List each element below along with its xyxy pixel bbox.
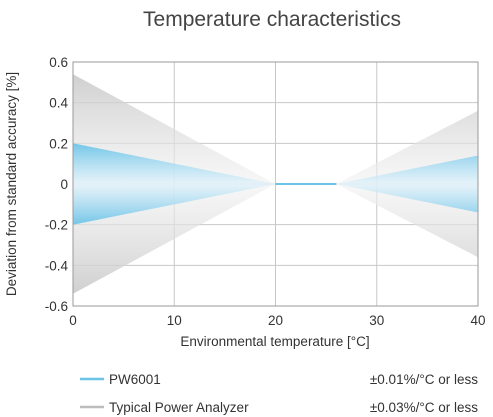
y-tick-label: -0.2 [45, 218, 68, 233]
pw6001-upper-band [73, 143, 478, 184]
pw6001-lower-band [73, 184, 478, 225]
y-tick-label: 0.4 [49, 96, 68, 111]
plot-areas [73, 74, 478, 294]
legend-note-pw6001: ±0.01%/°C or less [370, 372, 478, 387]
plot-frame [72, 61, 479, 307]
y-tick-label: 0 [60, 177, 68, 192]
legend: PW6001 ±0.01%/°C or less Typical Power A… [80, 372, 478, 415]
legend-label-pw6001: PW6001 [109, 372, 161, 387]
y-axis-label: Deviation from standard accuracy [%] [4, 72, 19, 296]
y-tick-label: 0.6 [49, 55, 68, 70]
chart-title: Temperature characteristics [143, 8, 401, 31]
y-tick-label: -0.4 [45, 258, 69, 273]
x-tick-label: 10 [167, 313, 182, 328]
x-tick-label: 40 [470, 313, 485, 328]
tick-labels: 0 10 20 30 40 0.6 0.4 0.2 0 -0.2 -0.4 -0.6 [45, 55, 486, 328]
y-tick-label: -0.6 [45, 299, 68, 314]
typical-lower-band [73, 184, 478, 294]
x-tick-label: 30 [369, 313, 384, 328]
x-axis-label: Environmental temperature [°C] [180, 334, 369, 349]
y-tick-label: 0.2 [49, 136, 68, 151]
x-tick-label: 20 [268, 313, 283, 328]
legend-note-typical: ±0.03%/°C or less [370, 400, 478, 415]
legend-label-typical: Typical Power Analyzer [109, 400, 249, 415]
x-tick-label: 0 [69, 313, 77, 328]
typical-upper-band [73, 74, 478, 184]
